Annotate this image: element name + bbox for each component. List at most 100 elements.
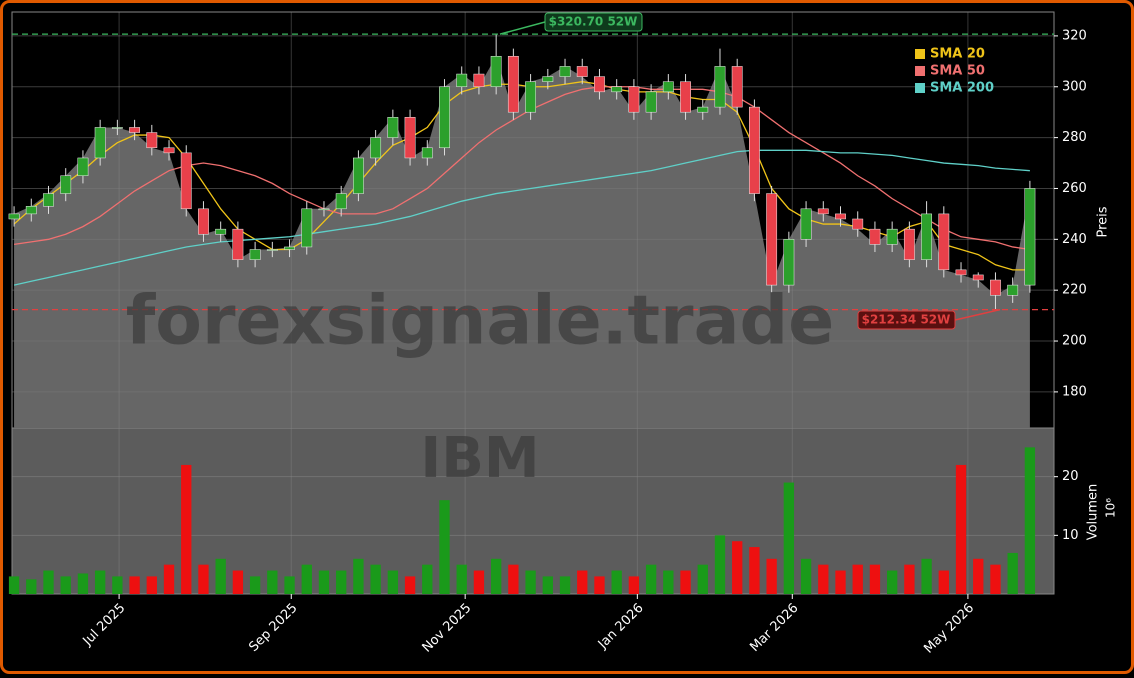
annotation-label: $212.34 52W xyxy=(862,313,951,327)
volume-bar xyxy=(869,564,881,594)
candle-body xyxy=(163,147,175,154)
y-tick-label: 200 xyxy=(1062,334,1087,349)
volume-bar xyxy=(577,570,588,594)
volume-bar xyxy=(439,500,450,594)
annotation-label: $320.70 52W xyxy=(549,15,638,29)
volume-bar xyxy=(559,576,571,594)
candle-body xyxy=(938,213,950,271)
volume-bar xyxy=(249,576,261,594)
volume-bar xyxy=(490,558,502,594)
candle-body xyxy=(129,127,141,133)
volume-bar xyxy=(215,558,226,594)
y-tick-label: 320 xyxy=(1062,28,1087,43)
volume-bar xyxy=(370,564,381,594)
candle-body xyxy=(594,76,605,93)
candle-body xyxy=(697,106,709,113)
volume-bar xyxy=(955,464,967,594)
candle-body xyxy=(662,81,674,93)
candle-body xyxy=(180,152,192,210)
candle-body xyxy=(766,193,778,286)
volume-bar xyxy=(473,570,485,594)
volume-bar xyxy=(422,564,433,594)
volume-bar xyxy=(886,570,898,594)
candle-body xyxy=(456,73,468,88)
candle-body xyxy=(576,66,588,77)
candle-body xyxy=(232,228,244,260)
volume-bar xyxy=(663,570,674,594)
y-tick-label: 280 xyxy=(1062,130,1087,145)
candle-body xyxy=(335,193,347,210)
candle-body xyxy=(8,213,20,220)
volume-bar xyxy=(525,570,536,594)
volume-bar xyxy=(353,558,364,594)
candle-body xyxy=(25,206,37,215)
candle-body xyxy=(525,81,537,113)
candle-body xyxy=(473,73,485,88)
volume-bar xyxy=(1024,447,1036,594)
candle-body xyxy=(249,249,261,260)
volume-bar xyxy=(112,576,123,594)
volume-bar xyxy=(835,570,846,594)
annotation-arrow xyxy=(954,308,1001,321)
candle-body xyxy=(611,86,623,93)
legend-label: SMA 200 xyxy=(930,81,994,96)
candle-body xyxy=(817,208,829,215)
candle-body xyxy=(318,208,330,211)
volume-bar xyxy=(284,576,295,594)
volume-bar xyxy=(645,564,657,594)
volume-bar xyxy=(318,570,330,594)
candle-body xyxy=(490,55,502,88)
volume-bar xyxy=(456,564,467,594)
candle-body xyxy=(198,208,209,235)
candle-body xyxy=(680,81,691,113)
volume-bar xyxy=(267,570,278,594)
candle-body xyxy=(990,279,1001,296)
volume-bar xyxy=(181,464,192,594)
volume-bar xyxy=(146,576,157,594)
candle-body xyxy=(955,269,967,276)
symbol-watermark: IBM xyxy=(420,426,539,491)
candle-body xyxy=(714,66,726,108)
candle-body xyxy=(60,175,72,194)
annotation-arrow xyxy=(499,21,546,35)
y-tick-label: 10 xyxy=(1062,528,1079,543)
candle-body xyxy=(886,228,898,245)
candle-body xyxy=(852,218,864,230)
candle-body xyxy=(284,246,295,250)
volume-bar xyxy=(800,558,812,594)
candle-body xyxy=(215,228,227,235)
candle-body xyxy=(439,86,450,149)
volume-bar xyxy=(60,576,71,594)
legend-label: SMA 20 xyxy=(930,47,985,62)
volume-bar xyxy=(8,576,20,594)
candle-body xyxy=(835,213,846,220)
close-area xyxy=(14,56,1030,428)
volume-bar xyxy=(766,558,777,594)
volume-bar xyxy=(594,576,605,594)
y-tick-label: 300 xyxy=(1062,79,1087,94)
candle-body xyxy=(921,213,933,260)
volume-bar xyxy=(611,570,622,594)
legend-label: SMA 50 xyxy=(930,64,985,79)
sma-line xyxy=(13,149,1030,286)
volume-bar xyxy=(26,579,37,594)
watermark: forexsignale.trade xyxy=(126,282,835,361)
candle-body xyxy=(1007,284,1019,296)
candle-body xyxy=(404,117,416,159)
candle-body xyxy=(352,157,364,194)
candle-body xyxy=(731,66,743,108)
candle-body xyxy=(749,106,760,194)
legend-swatch xyxy=(915,49,925,59)
volume-bar xyxy=(973,558,984,594)
volume-bar xyxy=(232,570,244,594)
candle-body xyxy=(869,228,881,245)
candle-body xyxy=(370,137,382,159)
volume-bar xyxy=(680,570,691,594)
volume-bar xyxy=(387,570,399,594)
volume-bar xyxy=(77,573,89,594)
volume-scale-label: 10⁶ xyxy=(1104,498,1118,518)
candle-body xyxy=(800,208,812,240)
volume-bar xyxy=(783,482,795,594)
volume-bar xyxy=(404,576,416,594)
